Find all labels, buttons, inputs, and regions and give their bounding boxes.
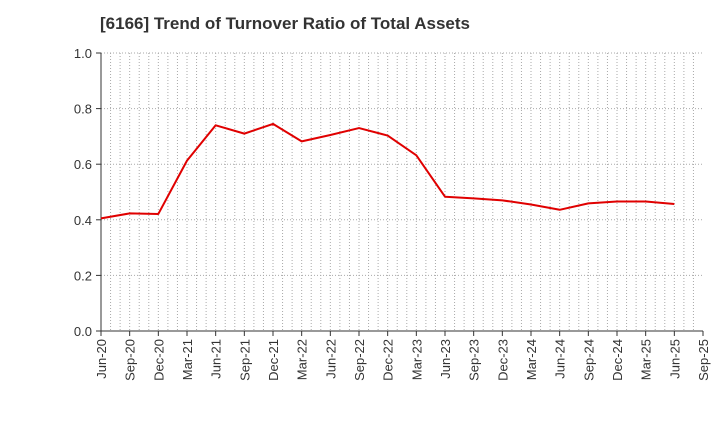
x-tick-label: Dec-20 — [151, 339, 166, 381]
x-tick-labels: Jun-20 Sep-20 Dec-20 Mar-21 Jun-21 Sep-21 Dec-… — [94, 339, 711, 381]
x-tick-label: Jun-22 — [323, 339, 338, 379]
x-tick-label: Mar-24 — [524, 339, 539, 380]
y-tick-labels: 0.0 0.2 0.4 0.6 0.8 1.0 — [74, 46, 92, 339]
chart-title: [6166] Trend of Turnover Ratio of Total … — [100, 14, 470, 33]
x-tick-label: Dec-21 — [266, 339, 281, 381]
x-tick-label: Sep-25 — [696, 339, 711, 381]
x-tick-label: Sep-23 — [467, 339, 482, 381]
x-tick-label: Dec-24 — [610, 339, 625, 381]
x-tick-label: Sep-24 — [581, 339, 596, 381]
y-tick-label: 0.0 — [74, 324, 92, 339]
y-tick-label: 0.4 — [74, 213, 92, 228]
x-tick-label: Mar-23 — [409, 339, 424, 380]
x-tick-label: Jun-20 — [94, 339, 109, 379]
y-tick-label: 1.0 — [74, 46, 92, 61]
x-tick-label: Dec-23 — [495, 339, 510, 381]
series-line — [100, 122, 675, 220]
x-tick-label: Jun-25 — [667, 339, 682, 379]
x-tick-label: Jun-21 — [209, 339, 224, 379]
axes — [96, 52, 704, 336]
grid — [101, 52, 703, 331]
y-tick-label: 0.8 — [74, 102, 92, 117]
x-tick-label: Mar-21 — [180, 339, 195, 380]
y-tick-label: 0.6 — [74, 157, 92, 172]
x-tick-label: Jun-24 — [553, 339, 568, 379]
x-tick-label: Sep-21 — [237, 339, 252, 381]
x-tick-label: Mar-25 — [639, 339, 654, 380]
x-tick-label: Mar-22 — [295, 339, 310, 380]
x-tick-label: Jun-23 — [438, 339, 453, 379]
x-tick-label: Sep-20 — [123, 339, 138, 381]
x-tick-label: Sep-22 — [352, 339, 367, 381]
y-tick-label: 0.2 — [74, 268, 92, 283]
x-tick-label: Dec-22 — [381, 339, 396, 381]
series-layer — [100, 122, 675, 220]
